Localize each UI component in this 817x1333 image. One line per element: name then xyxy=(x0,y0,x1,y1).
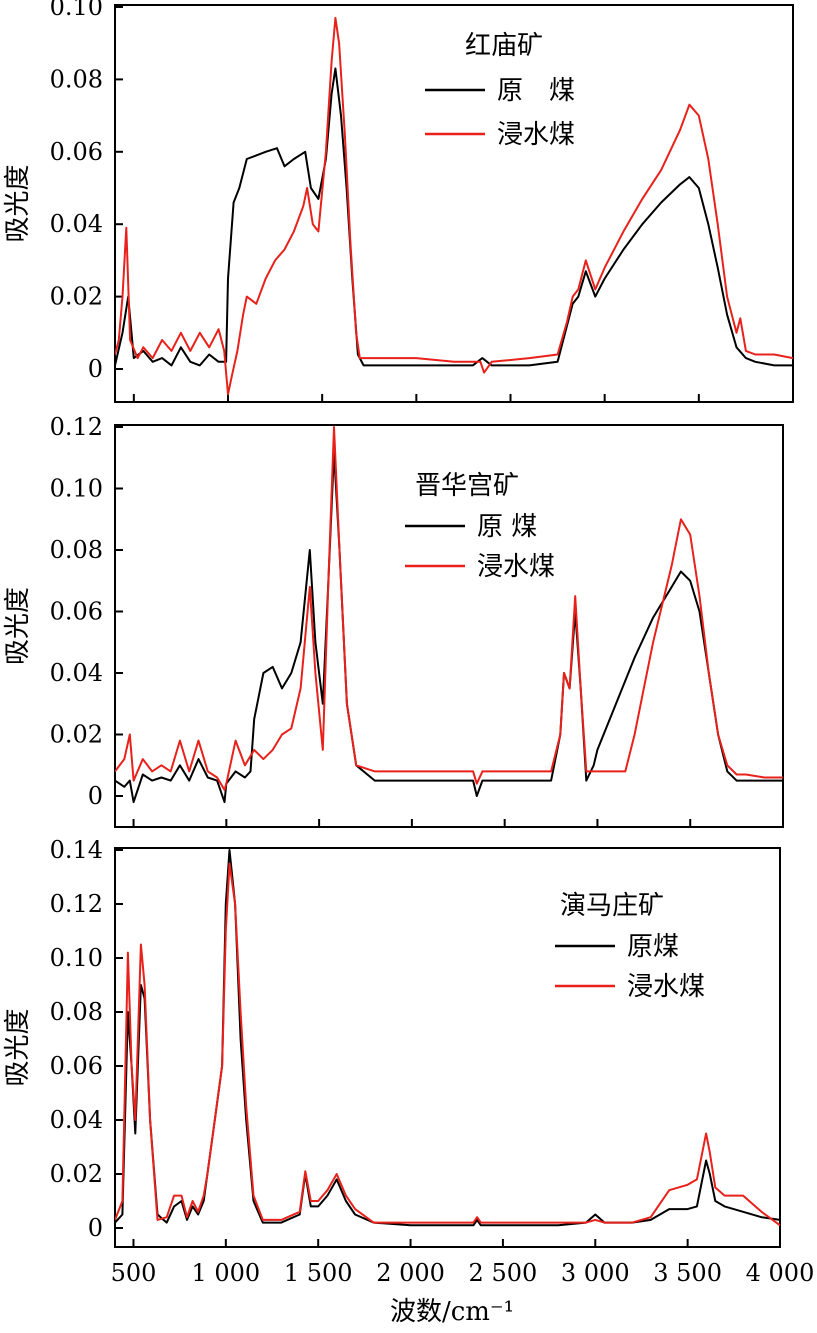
plot-frame xyxy=(114,847,781,1248)
y-tick-label: 0.06 xyxy=(50,598,103,626)
y-tick-label: 0.08 xyxy=(50,998,103,1026)
y-tick-label: 0.10 xyxy=(50,475,103,503)
legend-label: 原煤 xyxy=(627,932,679,962)
x-tick-label: 1 000 xyxy=(191,1259,260,1287)
x-tick-label: 3 000 xyxy=(561,1259,630,1287)
y-tick-label: 0.08 xyxy=(50,65,103,93)
legend-label: 原 煤 xyxy=(477,512,537,542)
y-tick-label: 0.10 xyxy=(50,944,103,972)
y-tick-label: 0.14 xyxy=(50,836,103,864)
y-tick-label: 0.04 xyxy=(50,659,103,687)
x-tick-label: 3 500 xyxy=(653,1259,722,1287)
series-line-raw-coal xyxy=(115,67,793,367)
x-axis-label: 波数/cm⁻¹ xyxy=(390,1297,514,1327)
plot-frame xyxy=(114,424,784,828)
x-tick-label: 4 000 xyxy=(746,1259,815,1287)
y-tick-label: 0.06 xyxy=(50,138,103,166)
legend-title: 晋华宫矿 xyxy=(415,471,519,501)
legend-label: 浸水煤 xyxy=(627,972,705,1002)
y-tick-label: 0.10 xyxy=(50,0,103,21)
series-line-soaked-coal xyxy=(115,862,780,1227)
x-tick-label: 1 500 xyxy=(284,1259,353,1287)
y-tick-label: 0 xyxy=(88,1214,103,1242)
legend-label: 浸水煤 xyxy=(477,552,555,582)
y-tick-label: 0.12 xyxy=(50,890,103,918)
y-tick-label: 0.04 xyxy=(50,210,103,238)
x-tick-label: 2 000 xyxy=(376,1259,445,1287)
series-line-soaked-coal xyxy=(115,426,783,791)
legend-label: 原 煤 xyxy=(497,76,575,106)
y-tick-label: 0 xyxy=(88,782,103,810)
y-axis-label: 吸光度 xyxy=(3,164,33,242)
series-line-raw-coal xyxy=(115,849,780,1227)
y-tick-label: 0.04 xyxy=(50,1106,103,1134)
y-tick-label: 0.02 xyxy=(50,1160,103,1188)
legend-title: 红庙矿 xyxy=(465,31,543,61)
x-tick-label: 2 500 xyxy=(469,1259,538,1287)
panel-yanmazhuang: 500 1 000 1 500 2 000 2 500 3 000 3 500 4 000 0 0… xyxy=(3,836,814,1287)
y-axis-label: 吸光度 xyxy=(3,1008,33,1086)
series-line-soaked-coal xyxy=(115,16,793,396)
legend-title: 演马庄矿 xyxy=(560,891,664,921)
y-tick-label: 0.02 xyxy=(50,283,103,311)
y-tick-label: 0.02 xyxy=(50,721,103,749)
y-tick-label: 0.12 xyxy=(50,413,103,441)
series-line-raw-coal xyxy=(115,450,783,804)
x-tick-label: 500 xyxy=(111,1259,157,1287)
legend-label: 浸水煤 xyxy=(497,120,575,150)
y-axis-label: 吸光度 xyxy=(3,587,33,665)
y-tick-label: 0 xyxy=(88,355,103,383)
y-tick-label: 0.06 xyxy=(50,1052,103,1080)
plot-frame xyxy=(114,4,794,403)
y-tick-label: 0.08 xyxy=(50,536,103,564)
